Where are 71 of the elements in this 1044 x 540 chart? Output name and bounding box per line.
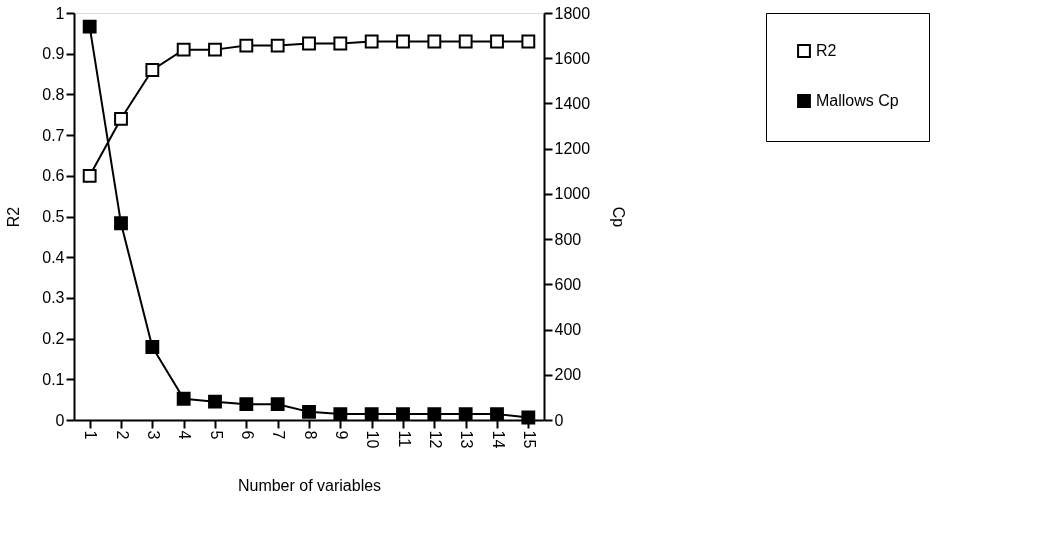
y-axis-title: R2 bbox=[5, 206, 23, 228]
point bbox=[396, 407, 410, 422]
point bbox=[427, 34, 442, 49]
x-tick-label: 7 bbox=[270, 430, 288, 440]
y-tick-label: 0.1 bbox=[42, 370, 65, 388]
point bbox=[458, 407, 473, 422]
x-tick-label: 11 bbox=[395, 430, 413, 448]
y-tick-label: 0 bbox=[55, 411, 65, 429]
y-tick-label: 0.7 bbox=[42, 126, 65, 144]
x-tick-label: 15 bbox=[520, 430, 538, 449]
point bbox=[427, 407, 442, 422]
y-tick-label: 0.4 bbox=[42, 248, 65, 266]
x-tick-label: 10 bbox=[364, 430, 382, 449]
point bbox=[396, 34, 410, 49]
y-tick-label: 0.5 bbox=[42, 208, 65, 225]
point bbox=[114, 216, 128, 231]
x-tick-label: 13 bbox=[458, 430, 476, 449]
y2-axis-title: Cp bbox=[610, 206, 628, 228]
point bbox=[145, 340, 160, 354]
y2-tick-label: 1800 bbox=[554, 4, 591, 22]
point bbox=[239, 397, 254, 412]
x-axis-title: Number of variables bbox=[237, 477, 382, 495]
point bbox=[521, 34, 536, 49]
y2-tick-label: 400 bbox=[554, 321, 582, 339]
point bbox=[302, 36, 316, 51]
point bbox=[302, 404, 316, 419]
point bbox=[458, 34, 473, 49]
point bbox=[333, 36, 348, 51]
y2-tick-label: 600 bbox=[554, 275, 582, 293]
x-tick-label: 5 bbox=[207, 430, 225, 440]
x-tick-label: 6 bbox=[238, 430, 256, 440]
y-tick-label: 0.3 bbox=[42, 289, 65, 307]
point bbox=[114, 111, 128, 126]
y2-tick-label: 1600 bbox=[554, 49, 591, 67]
point bbox=[208, 42, 222, 57]
point bbox=[82, 168, 97, 183]
point bbox=[176, 42, 191, 57]
point bbox=[490, 407, 504, 422]
x-tick-label: 9 bbox=[332, 430, 350, 440]
legend-label: R2 bbox=[816, 42, 837, 59]
x-tick-label: 8 bbox=[301, 430, 319, 440]
y2-tick-label: 0 bbox=[554, 411, 564, 429]
x-tick-label: 14 bbox=[489, 430, 507, 449]
point bbox=[521, 410, 536, 425]
x-tick-label: 4 bbox=[176, 430, 194, 440]
y-tick-label: 1 bbox=[55, 4, 65, 22]
y-tick-label: 0.8 bbox=[42, 85, 65, 103]
point bbox=[239, 38, 254, 53]
legend-label: Mallows Cp bbox=[816, 92, 899, 109]
y2-tick-label: 800 bbox=[554, 230, 582, 248]
y2-tick-label: 200 bbox=[554, 366, 582, 384]
point bbox=[364, 34, 379, 49]
point bbox=[176, 391, 191, 406]
point bbox=[145, 63, 160, 77]
point bbox=[270, 38, 285, 53]
point bbox=[82, 19, 97, 34]
y-tick-label: 0.9 bbox=[42, 45, 65, 63]
point bbox=[364, 407, 379, 422]
y2-tick-label: 1400 bbox=[554, 94, 591, 112]
x-tick-label: 3 bbox=[144, 430, 162, 440]
point bbox=[333, 407, 348, 422]
y-tick-label: 0.2 bbox=[42, 330, 65, 348]
y2-tick-label: 1000 bbox=[554, 185, 591, 203]
point bbox=[490, 34, 504, 49]
x-tick-label: 1 bbox=[82, 430, 100, 440]
y2-tick-label: 1200 bbox=[554, 140, 591, 158]
point bbox=[270, 397, 285, 412]
y-tick-label: 0.6 bbox=[42, 167, 65, 185]
x-tick-label: 12 bbox=[426, 430, 444, 449]
point bbox=[208, 394, 222, 409]
x-tick-label: 2 bbox=[113, 430, 131, 440]
